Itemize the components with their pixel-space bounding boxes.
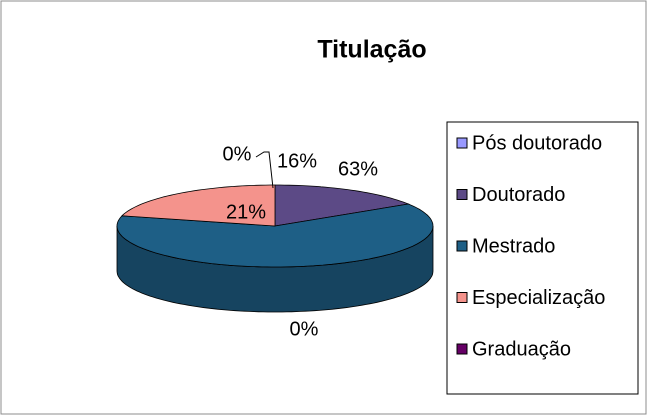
data-label: 0% — [223, 143, 252, 165]
legend-swatch — [456, 240, 468, 252]
data-label: 0% — [290, 318, 319, 340]
legend-swatch — [456, 292, 468, 303]
legend-label: Mestrado — [472, 235, 555, 257]
data-label: 21% — [226, 201, 266, 223]
legend-label: Graduação — [472, 338, 571, 360]
legend-swatch — [456, 343, 468, 355]
legend-label: Doutorado — [472, 184, 565, 206]
legend-swatch — [456, 137, 468, 149]
pie-slice — [274, 184, 410, 227]
legend-label: Especialização — [472, 287, 605, 309]
pie-slice — [116, 203, 434, 268]
legend-label: Pós doutorado — [472, 132, 602, 154]
legend-swatch — [456, 189, 468, 200]
legend-box — [446, 121, 639, 395]
chart-title: Titulação — [317, 36, 426, 64]
data-label: 16% — [277, 150, 317, 172]
data-label: 63% — [338, 158, 378, 180]
pie-slice — [121, 184, 276, 227]
leader-line — [255, 151, 274, 189]
